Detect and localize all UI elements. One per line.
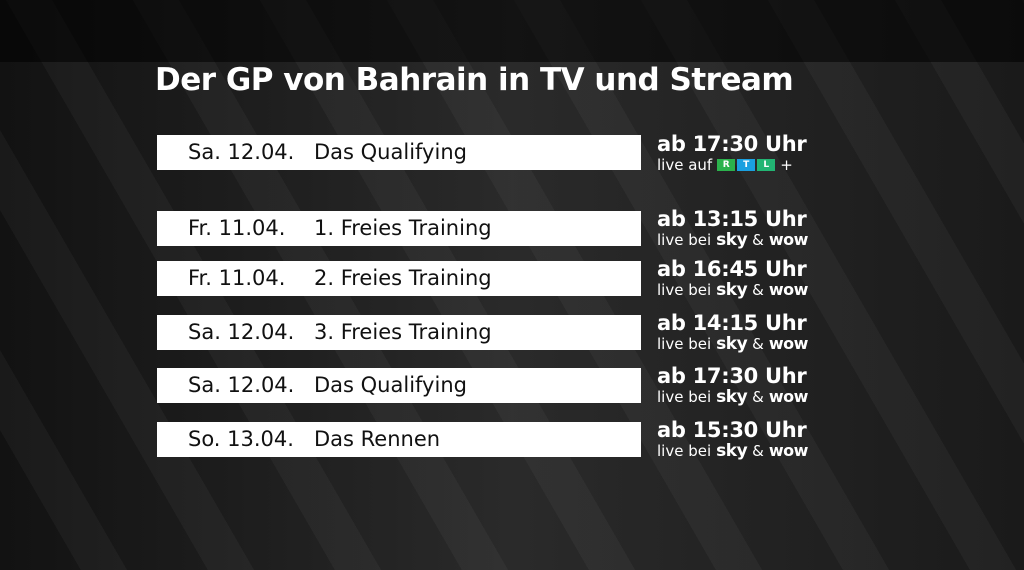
live-prefix: live bei: [657, 231, 712, 249]
broadcast-info: ab 14:15 Uhr live bei sky & wow: [657, 311, 809, 354]
wow-logo: wow: [768, 441, 809, 460]
row-event: 1. Freies Training: [314, 216, 492, 240]
schedule-row: Sa. 12.04. 3. Freies Training: [157, 315, 641, 350]
rtl-letter-t: T: [737, 159, 756, 171]
live-prefix: live bei: [657, 442, 712, 460]
row-date: Fr. 11.04.: [188, 216, 286, 240]
broadcast-channel: live bei sky & wow: [657, 387, 809, 407]
broadcast-channel: live bei sky & wow: [657, 334, 809, 354]
live-prefix: live auf: [657, 156, 713, 174]
schedule-row: Fr. 11.04. 1. Freies Training: [157, 211, 641, 246]
row-date: So. 13.04.: [188, 427, 294, 451]
broadcast-channel: live auf R T L +: [657, 156, 806, 174]
row-event: Das Rennen: [314, 427, 441, 451]
wow-logo: wow: [768, 334, 809, 353]
broadcast-info: ab 13:15 Uhr live bei sky & wow: [657, 207, 809, 250]
schedule-row: Sa. 12.04. Das Qualifying: [157, 368, 641, 403]
broadcast-info-rtl: ab 17:30 Uhr live auf R T L +: [657, 132, 807, 175]
wow-logo: wow: [768, 280, 809, 299]
broadcast-time: ab 15:30 Uhr: [657, 418, 807, 442]
live-prefix: live bei: [657, 388, 712, 406]
broadcast-info: ab 16:45 Uhr live bei sky & wow: [657, 257, 809, 300]
schedule-row-rtl-qualifying: Sa. 12.04. Das Qualifying: [157, 135, 641, 170]
broadcast-channel: live bei sky & wow: [657, 441, 809, 461]
rtl-plus: +: [780, 156, 793, 174]
row-event: 2. Freies Training: [314, 266, 492, 290]
broadcast-time: ab 16:45 Uhr: [657, 257, 807, 281]
ampersand: &: [752, 231, 764, 249]
row-date: Sa. 12.04.: [188, 373, 295, 397]
sky-logo: sky: [716, 230, 748, 250]
wow-logo: wow: [768, 387, 809, 406]
rtl-letter-l: L: [757, 159, 776, 171]
rtl-logo: R T L: [717, 159, 776, 171]
page-title: Der GP von Bahrain in TV und Stream: [155, 62, 794, 98]
ampersand: &: [752, 388, 764, 406]
row-event: Das Qualifying: [314, 373, 467, 397]
ampersand: &: [752, 281, 764, 299]
live-prefix: live bei: [657, 335, 712, 353]
schedule-row: Fr. 11.04. 2. Freies Training: [157, 261, 641, 296]
broadcast-info: ab 17:30 Uhr live bei sky & wow: [657, 364, 809, 407]
sky-logo: sky: [716, 280, 748, 300]
row-date: Sa. 12.04.: [188, 140, 295, 164]
rtl-letter-r: R: [717, 159, 736, 171]
schedule-row: So. 13.04. Das Rennen: [157, 422, 641, 457]
top-band: [0, 0, 1024, 62]
broadcast-time: ab 14:15 Uhr: [657, 311, 807, 335]
wow-logo: wow: [768, 230, 809, 249]
broadcast-time: ab 17:30 Uhr: [657, 364, 807, 388]
broadcast-channel: live bei sky & wow: [657, 280, 809, 300]
broadcast-channel: live bei sky & wow: [657, 230, 809, 250]
ampersand: &: [752, 335, 764, 353]
broadcast-info: ab 15:30 Uhr live bei sky & wow: [657, 418, 809, 461]
row-event: Das Qualifying: [314, 140, 467, 164]
sky-logo: sky: [716, 387, 748, 407]
row-date: Fr. 11.04.: [188, 266, 286, 290]
ampersand: &: [752, 442, 764, 460]
sky-logo: sky: [716, 334, 748, 354]
live-prefix: live bei: [657, 281, 712, 299]
broadcast-time: ab 13:15 Uhr: [657, 207, 807, 231]
row-event: 3. Freies Training: [314, 320, 492, 344]
broadcast-time: ab 17:30 Uhr: [657, 132, 807, 156]
row-date: Sa. 12.04.: [188, 320, 295, 344]
sky-logo: sky: [716, 441, 748, 461]
